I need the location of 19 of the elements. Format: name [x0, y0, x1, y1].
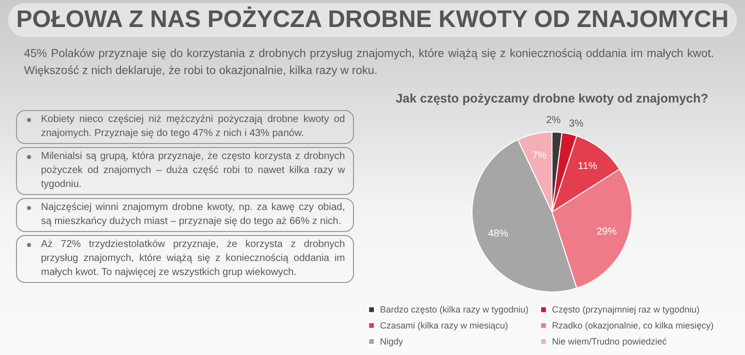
text: Kobiety nieco częściej niż mężczyźni pożyczają drobne kwoty od znajomych. Przyznaje się do tego 47% z nich i 43% panów. — [41, 114, 345, 139]
legend-label: Bardzo często (kilka razy w tygodniu) — [380, 304, 529, 315]
data-label: 7% — [532, 150, 547, 162]
data-label: 3% — [569, 118, 584, 130]
text: Najczęściej winni znajomym drobne kwoty, np. za kawę czy obiad, są mieszkańcy dużych miast – przyznaje się do tego aż 66% z nich. — [41, 202, 345, 227]
data-label: 48% — [488, 228, 508, 240]
legend-label: Często (przynajmniej raz w tygodniu) — [552, 304, 700, 315]
data-label: 2% — [546, 115, 561, 126]
data-label: 11% — [578, 161, 598, 172]
legend-label: Rzadko (okazjonalnie, co kilka miesięcy) — [552, 320, 714, 330]
text: Aż 72% trzydziestolatków przyznaje, że korzysta z drobnych przysług znajomych, które wiążą się z koniecznością oddania im małych kwot. To najwięcej ze wszystkich grup wiekowych. — [41, 239, 345, 278]
legend-label: Nigdy — [380, 336, 404, 346]
text: Milenialsi są grupą, która przyznaje, że często korzysta z drobnych pożyczek od znajomych – duża część robi to nawet kilka razy w tygodniu. — [41, 151, 345, 190]
legend-label: Nie wiem/Trudno powiedzieć — [552, 336, 668, 346]
legend-label: Czasami (kilka razy w miesiącu) — [380, 320, 508, 330]
chart-subtitle: 45% Polaków przyznaje się do korzystania z drobnych przysług znajomych, które wiążą się z koniecznością oddania im małych kwot. Większość z nich deklaruje, że robi to okazjonalnie, kilka razy w roku. — [24, 47, 714, 79]
chart-title: POŁOWA Z NAS POŻYCZA DROBNE KWOTY OD ZNAJOMYCH — [8, 3, 737, 37]
text: Jak często pożyczamy drobne kwoty od znajomych? — [396, 92, 708, 106]
data-label: 29% — [596, 226, 617, 238]
